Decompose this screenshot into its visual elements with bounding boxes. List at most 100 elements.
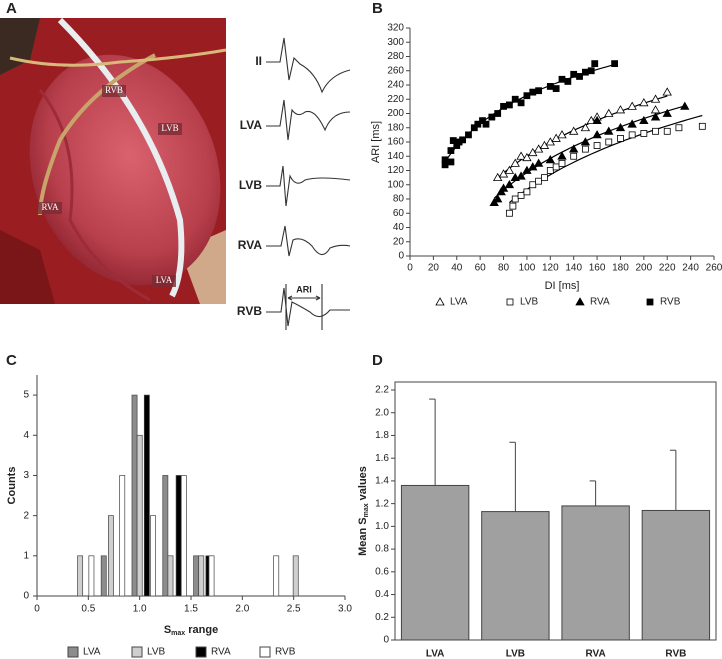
legend-marker <box>646 298 654 306</box>
x-tick-label: 3.0 <box>338 604 352 615</box>
point <box>552 163 560 171</box>
point <box>511 95 519 103</box>
photo-vessel <box>38 89 151 302</box>
point <box>592 115 602 125</box>
y-tick-label: 0 <box>23 591 29 602</box>
point <box>522 152 532 162</box>
point <box>516 151 526 160</box>
x-tick-label: 260 <box>706 263 722 274</box>
x-tick-label: 80 <box>498 263 510 274</box>
point <box>500 102 507 110</box>
legend-marker <box>506 298 514 306</box>
bar <box>198 555 205 597</box>
x-tick-label: LVB <box>506 649 525 659</box>
y-axis-label: Mean Smax values <box>357 466 370 556</box>
point <box>580 137 591 146</box>
point <box>557 151 567 160</box>
x-axis-label-part: S <box>164 624 171 636</box>
x-tick-label: LVA <box>426 649 445 659</box>
point <box>639 115 649 125</box>
x-tick-label: 140 <box>565 263 582 274</box>
bar <box>88 555 95 597</box>
x-tick-label: 120 <box>542 263 559 274</box>
y-tick-label: 280 <box>387 51 404 62</box>
point <box>640 130 648 137</box>
legend-swatch <box>67 646 79 658</box>
point <box>604 126 614 135</box>
point <box>504 179 515 189</box>
y-tick-label: 1.8 <box>375 430 389 441</box>
x-tick-label: 1.5 <box>184 604 198 615</box>
trace-label: RVB <box>237 304 262 318</box>
point <box>627 101 637 110</box>
point <box>505 101 513 109</box>
point <box>580 122 591 132</box>
x-tick-label: 1.0 <box>133 604 147 615</box>
y-tick-label: 0 <box>398 251 404 262</box>
trend-line <box>444 64 615 163</box>
x-tick-label: 2.0 <box>235 604 249 615</box>
x-axis-label: Smax range <box>164 624 218 637</box>
point <box>470 124 478 132</box>
y-tick-label: 1 <box>23 550 29 561</box>
bar <box>108 515 114 597</box>
y-tick-label: 0 <box>383 635 389 646</box>
y-tick-label: 2.2 <box>375 385 389 396</box>
point <box>505 209 513 217</box>
bar <box>119 475 126 597</box>
point <box>591 60 599 68</box>
ecg-traces <box>266 37 351 330</box>
y-tick-label: 260 <box>387 65 404 76</box>
y-tick-label: 0.8 <box>375 544 389 555</box>
legend-swatch <box>131 646 143 658</box>
y-tick-label: 60 <box>393 208 405 219</box>
point <box>535 177 543 185</box>
legend-marker <box>575 297 585 306</box>
point <box>698 122 706 130</box>
ecg-trace <box>266 165 351 207</box>
point <box>493 194 503 203</box>
plot-frame <box>394 381 717 641</box>
photo-tag <box>152 275 176 287</box>
y-tick-label: 1.2 <box>375 498 389 509</box>
point <box>482 120 490 128</box>
legend-label: RVB <box>275 647 296 658</box>
point <box>510 158 520 167</box>
y-tick-label: 4 <box>23 430 29 441</box>
point <box>488 113 496 121</box>
y-axis-label-part: Mean S <box>357 517 369 556</box>
trend-line <box>497 95 668 179</box>
point <box>581 145 589 153</box>
point <box>639 98 649 107</box>
point <box>545 155 555 164</box>
point <box>523 92 531 100</box>
x-tick-label: 2.5 <box>287 604 301 615</box>
y-tick-label: 120 <box>387 165 404 176</box>
point <box>675 124 683 132</box>
y-axis-label-part: max <box>363 503 370 517</box>
bar <box>561 505 630 641</box>
legend-label: LVB <box>147 647 165 658</box>
point <box>592 130 602 139</box>
point <box>533 158 544 167</box>
point <box>662 108 672 117</box>
y-tick-label: 20 <box>393 236 405 247</box>
point <box>541 174 548 182</box>
point <box>587 67 595 75</box>
x-tick-label: 200 <box>636 263 653 274</box>
point <box>516 171 526 180</box>
point <box>447 158 455 166</box>
y-axis-label: Counts <box>6 467 18 505</box>
point <box>517 99 525 107</box>
point <box>652 127 659 135</box>
y-tick-label: 0.2 <box>375 612 389 623</box>
y-tick-label: 1.4 <box>375 476 389 487</box>
interval-label: ARI <box>296 284 312 294</box>
ecg-trace <box>266 225 351 257</box>
photo-panel: A RVB LVB RVA LVA II LVA LVB RVA RVB ARI <box>0 0 351 330</box>
point <box>680 101 690 110</box>
trace-label: LVA <box>240 118 263 132</box>
point <box>474 120 482 128</box>
ecg-trace <box>266 287 350 327</box>
photo-catheter <box>9 48 227 67</box>
